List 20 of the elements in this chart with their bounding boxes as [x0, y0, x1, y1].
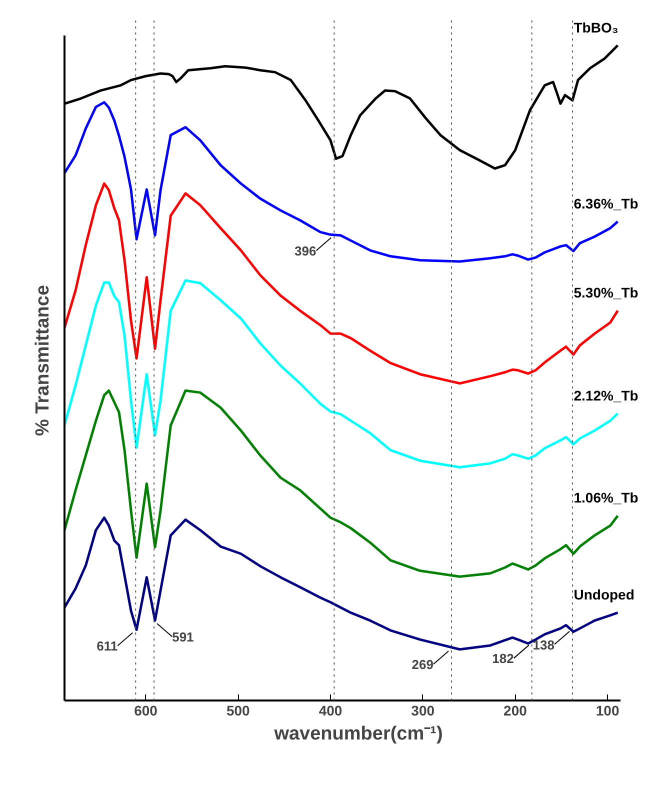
x-tick-label: 500 — [226, 702, 250, 718]
series-label: 5.30%_Tb — [574, 284, 638, 301]
x-axis-title: wavenumber(cm⁻¹) — [273, 724, 443, 744]
annotation: 182 — [492, 651, 514, 666]
series-label: TbBO₃ — [574, 19, 618, 36]
x-tick-label: 100 — [596, 702, 620, 718]
x-tick-label: 400 — [318, 702, 342, 718]
series-label: 1.06%_Tb — [574, 490, 638, 506]
x-tick-label: 200 — [504, 702, 528, 718]
annotation: 591 — [172, 630, 194, 645]
x-tick-label: 300 — [411, 702, 435, 718]
annotation: 611 — [96, 638, 118, 654]
series-label: Undoped — [574, 586, 634, 603]
annotation: 138 — [532, 637, 554, 652]
y-axis-title: % Transmittance — [32, 285, 54, 436]
series-label: 2.12%_Tb — [574, 388, 638, 404]
annotation: 269 — [412, 657, 434, 672]
annotation: 396 — [294, 244, 316, 259]
x-tick-label: 600 — [134, 702, 158, 718]
series-label: 6.36%_Tb — [574, 196, 638, 212]
